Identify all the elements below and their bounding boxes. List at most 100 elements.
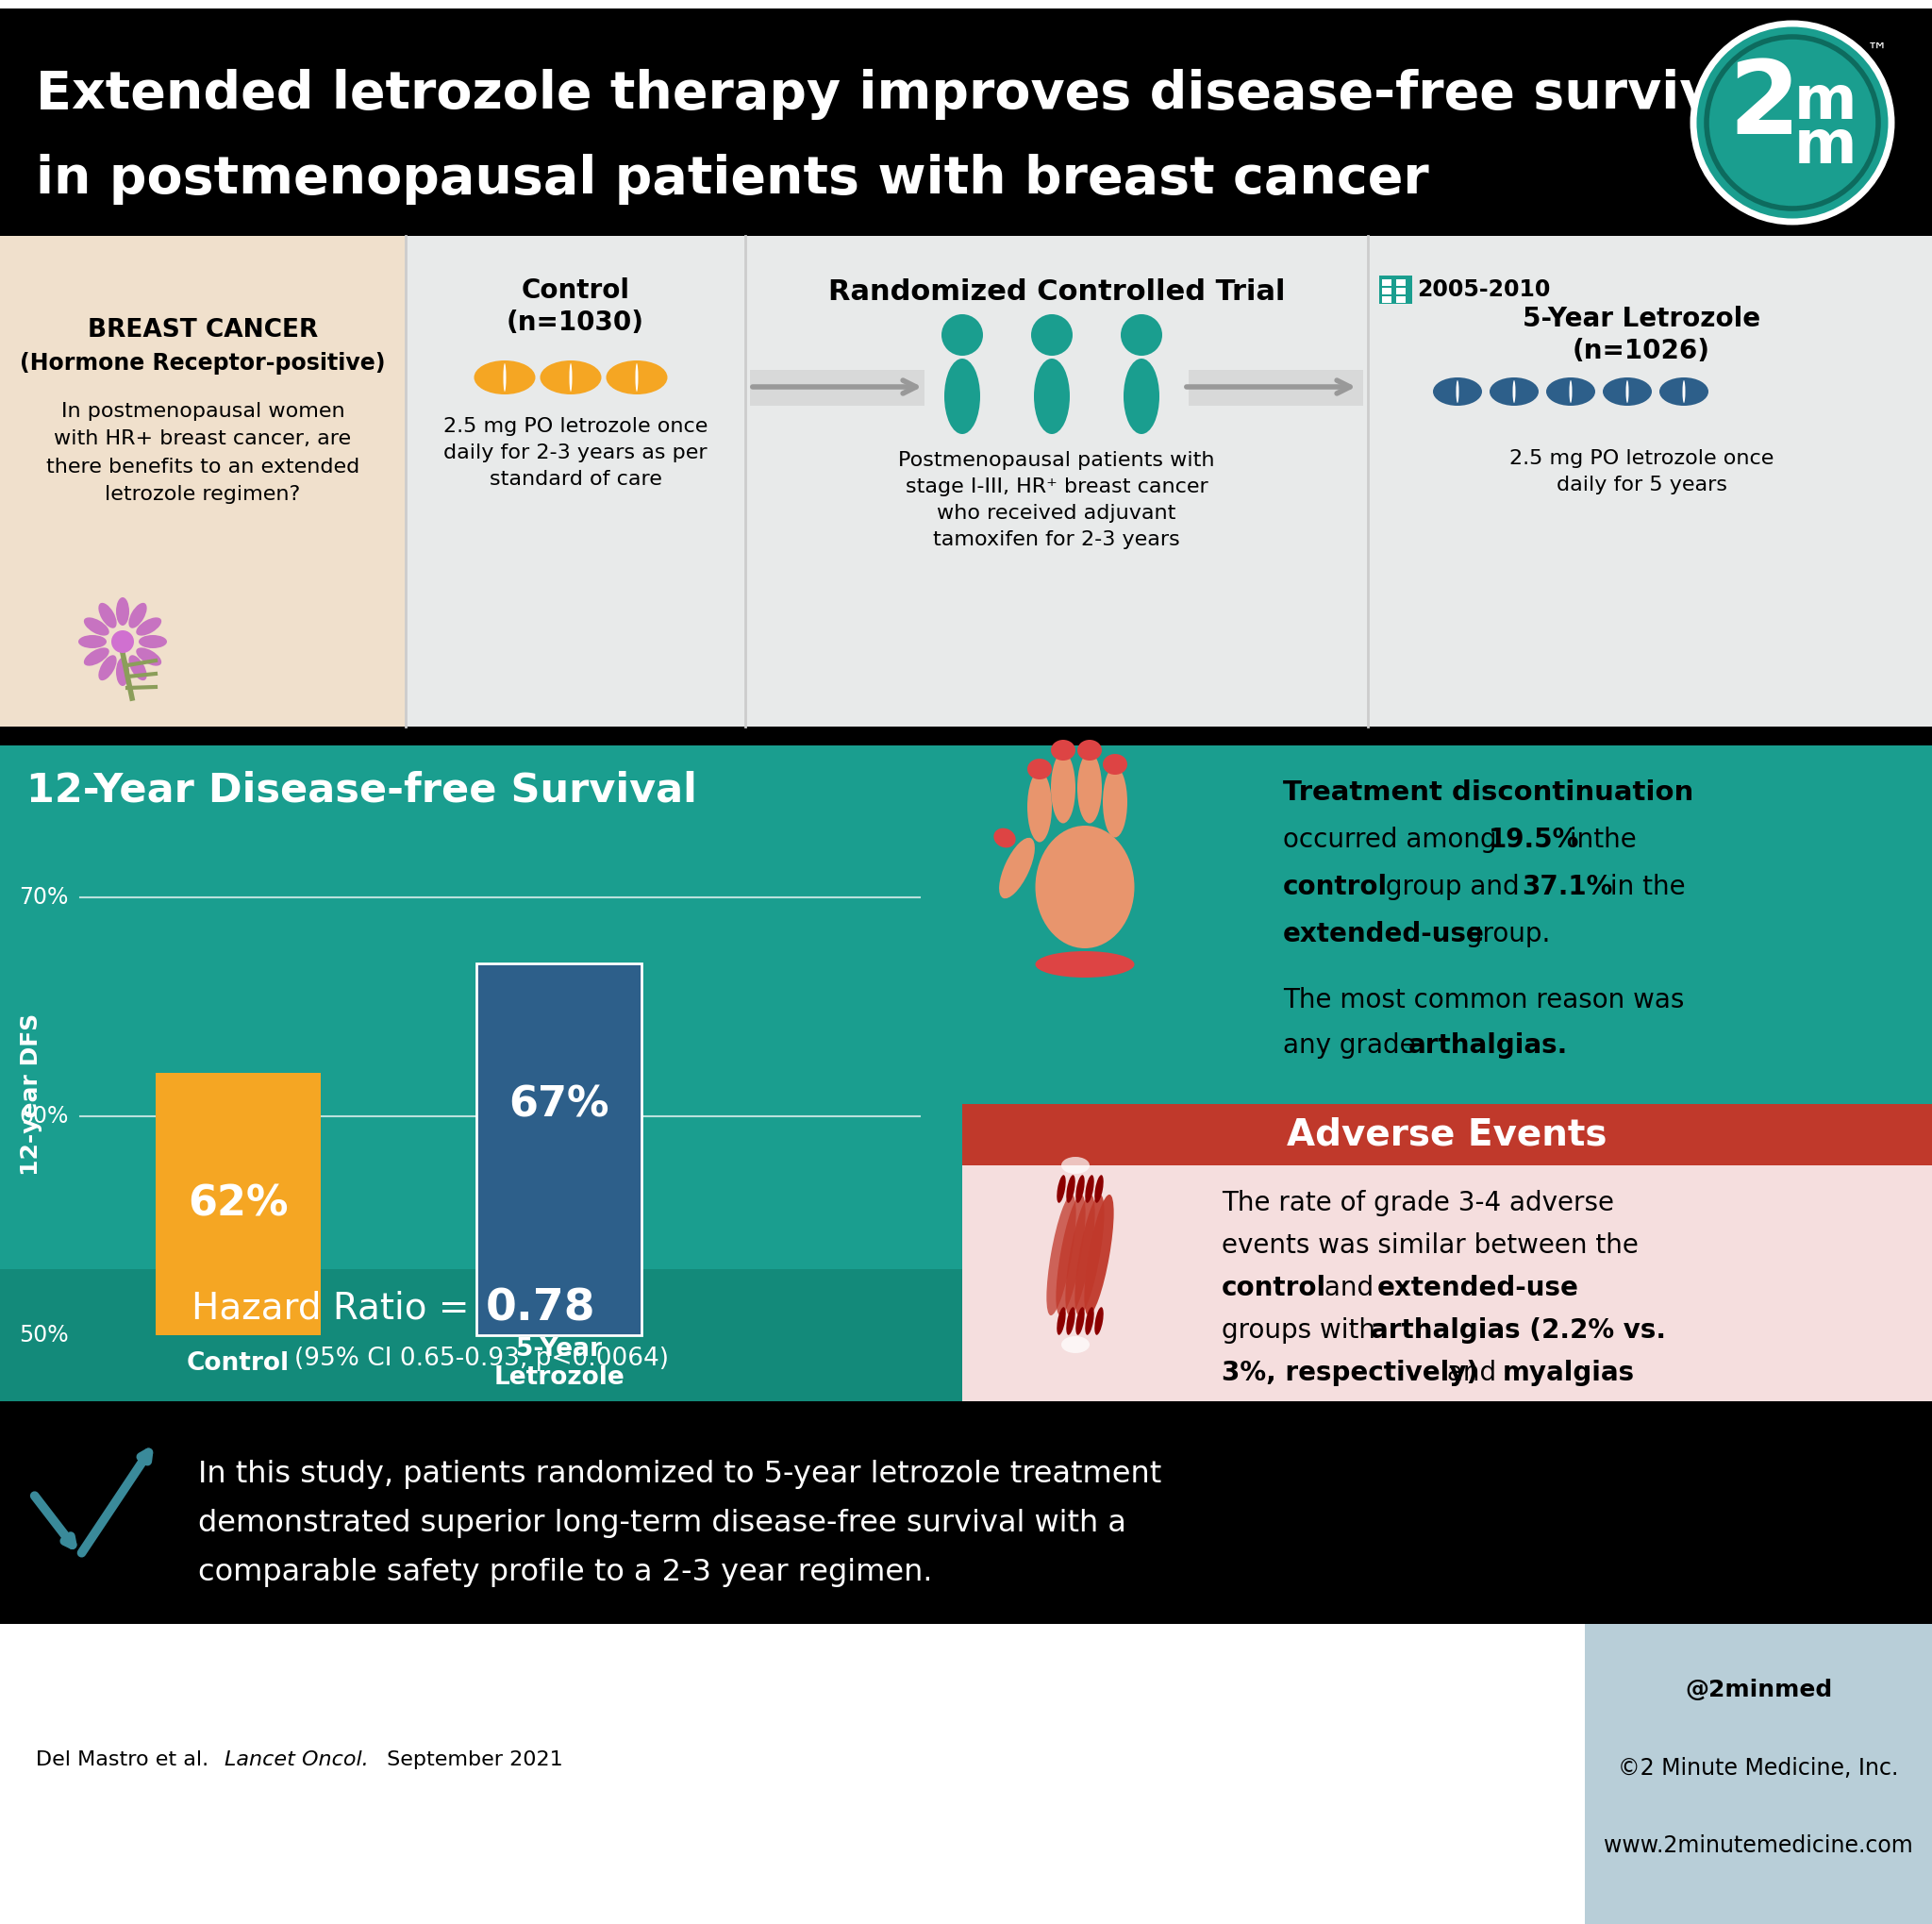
Ellipse shape bbox=[1074, 1195, 1105, 1316]
Ellipse shape bbox=[1103, 754, 1126, 775]
Text: (0.7% vs. 0.9%, respectively).: (0.7% vs. 0.9%, respectively). bbox=[1221, 1403, 1662, 1430]
Ellipse shape bbox=[129, 602, 147, 629]
Ellipse shape bbox=[1490, 377, 1538, 406]
Ellipse shape bbox=[1047, 1195, 1076, 1316]
Ellipse shape bbox=[541, 360, 601, 394]
Text: Randomized Controlled Trial: Randomized Controlled Trial bbox=[829, 279, 1285, 306]
Text: extended-use: extended-use bbox=[1283, 922, 1484, 947]
Ellipse shape bbox=[1546, 377, 1596, 406]
Text: Treatment discontinuation: Treatment discontinuation bbox=[1283, 779, 1694, 806]
Circle shape bbox=[1692, 23, 1891, 221]
Text: 60%: 60% bbox=[19, 1104, 70, 1127]
Ellipse shape bbox=[945, 358, 980, 435]
Text: The rate of grade 3-4 adverse: The rate of grade 3-4 adverse bbox=[1221, 1189, 1613, 1216]
Ellipse shape bbox=[1061, 1156, 1090, 1174]
Text: 12-year DFS: 12-year DFS bbox=[19, 1014, 43, 1176]
Text: 12-Year Disease-free Survival: 12-Year Disease-free Survival bbox=[27, 770, 697, 810]
Text: Adverse Events: Adverse Events bbox=[1287, 1116, 1607, 1152]
Bar bbox=[0, 8, 1932, 237]
Ellipse shape bbox=[1057, 1306, 1066, 1335]
Circle shape bbox=[941, 314, 983, 356]
Text: extended-use: extended-use bbox=[1378, 1276, 1578, 1301]
Text: events was similar between the: events was similar between the bbox=[1221, 1233, 1638, 1258]
Ellipse shape bbox=[1076, 1306, 1084, 1335]
Ellipse shape bbox=[1051, 741, 1076, 760]
Text: 2005-2010: 2005-2010 bbox=[1416, 279, 1549, 300]
Bar bbox=[0, 237, 1932, 727]
Bar bbox=[0, 745, 962, 835]
Ellipse shape bbox=[1065, 1195, 1095, 1316]
Bar bbox=[1584, 1624, 1932, 1924]
Text: (95% CI 0.65-0.93, p<0.0064): (95% CI 0.65-0.93, p<0.0064) bbox=[294, 1347, 668, 1372]
Text: (Hormone Receptor-positive): (Hormone Receptor-positive) bbox=[19, 352, 386, 375]
Ellipse shape bbox=[1066, 1176, 1076, 1202]
Ellipse shape bbox=[607, 360, 667, 394]
Text: 50%: 50% bbox=[19, 1324, 70, 1347]
Text: The most common reason was: The most common reason was bbox=[1283, 987, 1685, 1014]
Text: Control: Control bbox=[187, 1351, 290, 1376]
Text: in postmenopausal patients with breast cancer: in postmenopausal patients with breast c… bbox=[37, 154, 1430, 204]
Ellipse shape bbox=[116, 658, 129, 687]
Bar bbox=[477, 964, 641, 1335]
Bar bbox=[0, 1270, 962, 1401]
Text: and: and bbox=[1316, 1276, 1381, 1301]
Ellipse shape bbox=[1034, 358, 1070, 435]
Bar bbox=[1379, 275, 1412, 304]
Ellipse shape bbox=[1078, 741, 1101, 760]
Ellipse shape bbox=[1051, 752, 1076, 823]
Text: group and: group and bbox=[1378, 873, 1528, 900]
Ellipse shape bbox=[1457, 381, 1459, 402]
Bar bbox=[0, 1624, 1932, 1924]
Bar bbox=[1381, 296, 1391, 302]
Bar bbox=[962, 1104, 1932, 1401]
Text: group.: group. bbox=[1457, 922, 1549, 947]
Bar bbox=[962, 745, 1932, 1104]
Ellipse shape bbox=[1569, 381, 1573, 402]
Text: 2: 2 bbox=[1729, 56, 1799, 156]
Text: 62%: 62% bbox=[187, 1183, 288, 1224]
Ellipse shape bbox=[1066, 1306, 1076, 1335]
Ellipse shape bbox=[1061, 1335, 1090, 1353]
Ellipse shape bbox=[116, 596, 129, 625]
Ellipse shape bbox=[473, 360, 535, 394]
Text: Control
(n=1030): Control (n=1030) bbox=[506, 277, 643, 337]
Ellipse shape bbox=[1084, 1195, 1113, 1316]
Ellipse shape bbox=[1434, 377, 1482, 406]
Ellipse shape bbox=[135, 618, 162, 635]
Ellipse shape bbox=[502, 364, 506, 392]
Bar bbox=[1381, 289, 1391, 294]
Ellipse shape bbox=[1627, 381, 1629, 402]
Text: ™: ™ bbox=[1866, 42, 1888, 62]
Text: 5-Year Letrozole
(n=1026): 5-Year Letrozole (n=1026) bbox=[1522, 306, 1760, 364]
Text: control: control bbox=[1221, 1276, 1327, 1301]
Ellipse shape bbox=[1057, 1195, 1086, 1316]
Bar bbox=[750, 369, 925, 406]
Text: inthe: inthe bbox=[1561, 827, 1636, 852]
Text: and: and bbox=[1439, 1360, 1505, 1385]
Ellipse shape bbox=[135, 648, 162, 666]
Bar bbox=[1397, 279, 1406, 287]
Ellipse shape bbox=[570, 364, 572, 392]
Text: any grade: any grade bbox=[1283, 1033, 1424, 1058]
Ellipse shape bbox=[1078, 752, 1101, 823]
Text: Postmenopausal patients with
stage I-III, HR⁺ breast cancer
who received adjuvan: Postmenopausal patients with stage I-III… bbox=[898, 450, 1215, 548]
Text: 67%: 67% bbox=[508, 1085, 609, 1126]
Bar bbox=[1397, 296, 1406, 302]
Bar bbox=[1397, 289, 1406, 294]
Text: In this study, patients randomized to 5-year letrozole treatment: In this study, patients randomized to 5-… bbox=[199, 1460, 1161, 1489]
Text: groups with: groups with bbox=[1221, 1318, 1383, 1343]
Text: arthalgias.: arthalgias. bbox=[1408, 1033, 1569, 1058]
Bar bbox=[0, 0, 1932, 8]
Ellipse shape bbox=[83, 648, 110, 666]
Text: @2minmed: @2minmed bbox=[1685, 1678, 1832, 1701]
Text: 37.1%: 37.1% bbox=[1522, 873, 1613, 900]
Ellipse shape bbox=[1103, 766, 1126, 837]
Text: 2.5 mg PO letrozole once
daily for 2-3 years as per
standard of care: 2.5 mg PO letrozole once daily for 2-3 y… bbox=[442, 418, 707, 489]
Ellipse shape bbox=[99, 602, 116, 629]
Bar bbox=[1381, 279, 1391, 287]
Ellipse shape bbox=[1604, 377, 1652, 406]
Ellipse shape bbox=[99, 654, 116, 681]
Ellipse shape bbox=[1095, 1176, 1103, 1202]
Text: 70%: 70% bbox=[19, 887, 70, 908]
Text: m: m bbox=[1795, 73, 1857, 131]
